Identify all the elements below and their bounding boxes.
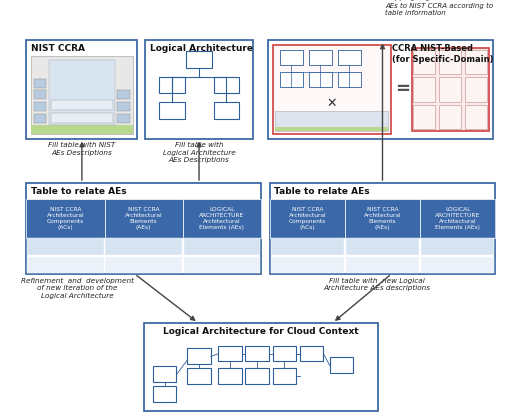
Bar — [272, 45, 391, 134]
Text: NIST CCRA: NIST CCRA — [31, 44, 85, 53]
Bar — [309, 72, 332, 87]
Bar — [270, 183, 495, 274]
Bar — [213, 102, 239, 119]
Bar — [144, 323, 378, 411]
Bar — [270, 199, 345, 238]
Text: Refinement  and  development
of new iteration of the
Logical Architecture: Refinement and development of new iterat… — [21, 277, 134, 299]
Bar — [34, 114, 47, 123]
Bar — [345, 199, 420, 238]
Text: LOGICAL
ARCHITECTURE
Architectural
Elements (AEs): LOGICAL ARCHITECTURE Architectural Eleme… — [199, 207, 244, 230]
Text: NIST CCRA
Architectural
Components
(ACs): NIST CCRA Architectural Components (ACs) — [47, 207, 84, 230]
Bar — [300, 346, 323, 361]
Text: Fill table with
Logical Architecture
AEs Descriptions: Fill table with Logical Architecture AEs… — [163, 142, 235, 163]
Bar — [51, 113, 113, 123]
Bar — [413, 77, 436, 102]
Bar — [439, 50, 461, 74]
Bar — [27, 257, 104, 273]
Bar — [184, 238, 260, 255]
Bar — [51, 100, 113, 110]
Bar — [272, 368, 296, 384]
Bar — [184, 257, 260, 273]
Bar — [34, 102, 47, 111]
Text: NIST CCRA
Architectural
Elements
(AEs): NIST CCRA Architectural Elements (AEs) — [125, 207, 163, 230]
Bar — [117, 102, 130, 111]
Bar — [27, 40, 137, 139]
Bar — [271, 257, 344, 273]
Bar — [420, 199, 495, 238]
Text: Table to relate AEs: Table to relate AEs — [31, 187, 127, 196]
Bar — [338, 72, 361, 87]
Bar — [187, 368, 211, 384]
Text: =: = — [395, 80, 410, 99]
Bar — [106, 238, 182, 255]
Bar — [159, 77, 185, 93]
Bar — [145, 40, 253, 139]
Bar — [213, 77, 239, 93]
Bar — [34, 90, 47, 99]
Bar — [183, 199, 261, 238]
Bar — [413, 105, 436, 129]
Bar — [439, 105, 461, 129]
Bar — [413, 50, 436, 74]
Text: Table to relate AEs: Table to relate AEs — [275, 187, 370, 196]
Bar — [309, 50, 332, 65]
Bar — [280, 72, 303, 87]
Text: NIST CCRA
Architectural
Elements
(AEs): NIST CCRA Architectural Elements (AEs) — [363, 207, 401, 230]
Bar — [218, 346, 242, 361]
Text: ✕: ✕ — [326, 97, 337, 109]
Bar — [346, 257, 419, 273]
Bar — [153, 386, 176, 402]
Text: Logical Architecture for Cloud Context: Logical Architecture for Cloud Context — [163, 327, 359, 337]
Bar — [153, 366, 176, 382]
Text: Mapping Logical Architecture
AEs to NIST CCRA according to
table information: Mapping Logical Architecture AEs to NIST… — [385, 0, 493, 16]
Bar — [31, 125, 133, 134]
Bar — [421, 257, 494, 273]
Bar — [245, 368, 269, 384]
Text: LOGICAL
ARCHITECTURE
Architectural
Elements (AEs): LOGICAL ARCHITECTURE Architectural Eleme… — [435, 207, 480, 230]
Text: Fill table with  new Logical
Architecture AEs descriptions: Fill table with new Logical Architecture… — [324, 277, 430, 291]
Bar — [106, 257, 182, 273]
Bar — [465, 50, 487, 74]
Bar — [465, 77, 487, 102]
Bar — [439, 77, 461, 102]
Bar — [31, 56, 133, 134]
Bar — [186, 51, 212, 68]
Bar — [412, 48, 489, 131]
Bar — [117, 90, 130, 99]
Text: CCRA NIST-Based
(for Specific-Domain): CCRA NIST-Based (for Specific-Domain) — [392, 44, 493, 64]
Bar — [268, 40, 493, 139]
Bar — [280, 50, 303, 65]
Bar — [465, 105, 487, 129]
Bar — [105, 199, 183, 238]
Bar — [338, 50, 361, 65]
Bar — [159, 102, 185, 119]
Text: Logical Architecture: Logical Architecture — [150, 44, 253, 53]
Text: Fill table with NIST
AEs Descriptions: Fill table with NIST AEs Descriptions — [48, 142, 116, 156]
Bar — [218, 368, 242, 384]
Bar — [275, 111, 388, 131]
Bar — [271, 238, 344, 255]
Bar — [275, 127, 388, 131]
Text: NIST CCRA
Architectural
Components
(ACs): NIST CCRA Architectural Components (ACs) — [289, 207, 326, 230]
Bar — [117, 114, 130, 123]
Bar — [187, 348, 211, 364]
Bar — [34, 79, 47, 88]
Bar — [346, 238, 419, 255]
Bar — [245, 346, 269, 361]
Bar — [49, 60, 115, 125]
Bar — [27, 183, 261, 274]
Bar — [421, 238, 494, 255]
Bar — [272, 346, 296, 361]
Bar — [330, 357, 354, 373]
Bar — [27, 238, 104, 255]
Bar — [27, 199, 105, 238]
